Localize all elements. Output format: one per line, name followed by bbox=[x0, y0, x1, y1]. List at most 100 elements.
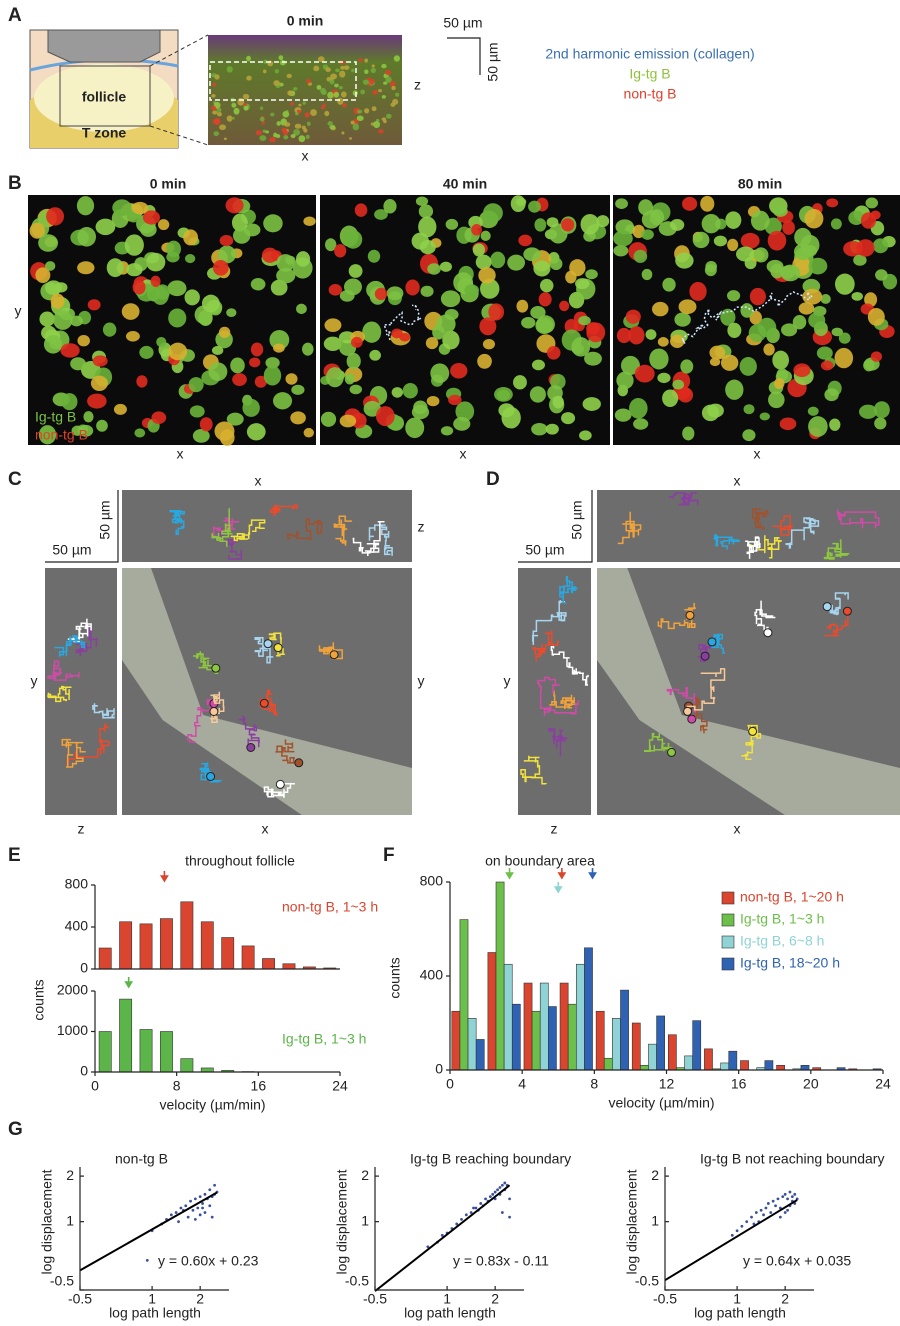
cell bbox=[748, 324, 767, 342]
x-axis-title: log path length bbox=[109, 1305, 201, 1321]
point bbox=[793, 1192, 797, 1196]
cell bbox=[831, 327, 843, 337]
cell bbox=[362, 321, 382, 343]
cell bbox=[140, 222, 157, 237]
point bbox=[769, 1211, 773, 1214]
bar bbox=[656, 1015, 665, 1071]
cell bbox=[326, 76, 331, 82]
cell-track bbox=[550, 645, 589, 686]
point bbox=[786, 1208, 789, 1212]
cell-track bbox=[686, 668, 726, 712]
cell bbox=[201, 294, 220, 313]
cell bbox=[530, 306, 546, 319]
time-label: 0 min bbox=[150, 176, 187, 192]
cell bbox=[219, 234, 234, 247]
time-label: 80 min bbox=[738, 176, 782, 192]
legend-text: non-tg B bbox=[624, 86, 677, 102]
cell bbox=[445, 218, 459, 230]
bar bbox=[704, 1048, 713, 1071]
cell bbox=[674, 312, 691, 327]
cell bbox=[35, 267, 51, 283]
cell bbox=[490, 251, 506, 269]
cell bbox=[242, 93, 250, 100]
cell bbox=[726, 290, 741, 302]
axis-label: x bbox=[460, 446, 467, 462]
cell bbox=[151, 411, 167, 424]
cell-track bbox=[259, 689, 278, 716]
scale-label: 50 µm bbox=[97, 500, 113, 539]
cell bbox=[873, 401, 890, 419]
cell bbox=[448, 394, 462, 406]
point bbox=[460, 1217, 463, 1221]
cell bbox=[255, 130, 263, 136]
point bbox=[508, 1197, 511, 1201]
axis bbox=[94, 991, 340, 1073]
cell bbox=[302, 342, 314, 356]
point bbox=[771, 1199, 775, 1203]
cell bbox=[350, 120, 355, 125]
y-tick-label: 0 bbox=[80, 960, 88, 976]
cell bbox=[323, 336, 342, 352]
x-tick-label: 4 bbox=[518, 1076, 526, 1092]
point bbox=[783, 1211, 787, 1214]
cell bbox=[259, 135, 267, 142]
cell bbox=[415, 196, 429, 206]
cell bbox=[689, 281, 707, 301]
cell-track bbox=[549, 690, 579, 709]
cell bbox=[293, 87, 298, 91]
point bbox=[455, 1222, 459, 1226]
cell bbox=[243, 105, 249, 111]
y-tick-label: 2 bbox=[361, 1167, 369, 1183]
cell bbox=[494, 387, 513, 402]
cell bbox=[339, 414, 357, 428]
cell bbox=[214, 117, 221, 126]
track-start bbox=[259, 698, 269, 708]
bar bbox=[548, 1006, 557, 1071]
cell bbox=[488, 303, 505, 321]
cell bbox=[768, 391, 785, 409]
cell bbox=[615, 219, 635, 235]
cell bbox=[259, 116, 265, 122]
cell bbox=[231, 116, 235, 120]
cell bbox=[725, 211, 742, 229]
point bbox=[201, 1202, 204, 1205]
cell bbox=[774, 378, 785, 389]
bar bbox=[200, 921, 214, 970]
cell-track bbox=[824, 610, 849, 637]
cell bbox=[374, 209, 388, 220]
cell bbox=[720, 354, 739, 371]
cell-track bbox=[823, 539, 850, 560]
cell bbox=[513, 375, 527, 390]
cell bbox=[870, 351, 883, 362]
y-tick-label: 2000 bbox=[57, 982, 88, 998]
cell bbox=[740, 232, 760, 249]
objective bbox=[47, 29, 161, 63]
cell bbox=[291, 384, 305, 395]
x-axis-title: log path length bbox=[694, 1305, 786, 1321]
point bbox=[735, 1229, 739, 1233]
cell bbox=[212, 82, 217, 87]
point bbox=[474, 1206, 478, 1210]
mean-marker bbox=[553, 882, 563, 894]
cell bbox=[334, 83, 339, 88]
cell bbox=[453, 416, 471, 431]
cell bbox=[290, 133, 296, 139]
cell bbox=[782, 220, 795, 235]
cell bbox=[90, 375, 108, 391]
bar bbox=[139, 923, 153, 970]
cell bbox=[863, 359, 875, 372]
cell bbox=[776, 368, 789, 382]
legend-text: non-tg B bbox=[35, 427, 88, 443]
cell-track bbox=[617, 511, 642, 545]
cell-track bbox=[211, 508, 233, 547]
cell bbox=[150, 275, 161, 288]
x-axis-title: velocity (µm/min) bbox=[159, 1097, 265, 1113]
cell bbox=[87, 393, 107, 409]
cell bbox=[124, 234, 144, 256]
fit-line bbox=[664, 1199, 798, 1282]
cell-track bbox=[269, 504, 298, 516]
cell bbox=[304, 112, 310, 118]
cell bbox=[838, 332, 851, 344]
cell bbox=[95, 218, 116, 236]
cell bbox=[405, 417, 425, 439]
